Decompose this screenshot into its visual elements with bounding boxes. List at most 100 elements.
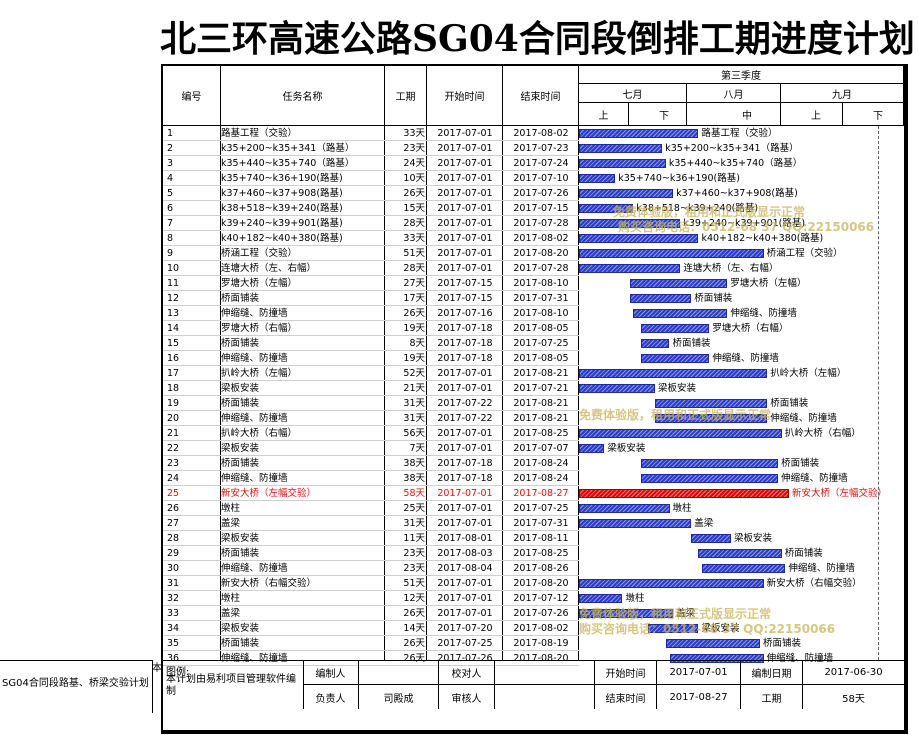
gantt-bar[interactable]: [640, 324, 710, 333]
table-row[interactable]: 14 罗塘大桥（右幅） 19天 2017-07-18 2017-08-05 罗塘大桥（右幅…: [163, 321, 904, 336]
table-row[interactable]: 20 伸缩缝、防撞墙 31天 2017-07-22 2017-08-21 伸缩缝、防撞墙: [163, 411, 904, 426]
table-row[interactable]: 31 新安大桥（右幅交验） 51天 2017-07-01 2017-08-20 新安大桥（…: [163, 576, 904, 591]
table-row[interactable]: 25 新安大桥（左幅交验） 58天 2017-07-01 2017-08-27 新安大桥（…: [163, 486, 904, 501]
gantt-bar[interactable]: [579, 519, 692, 528]
gantt-bar[interactable]: [629, 279, 728, 288]
table-row[interactable]: 24 伸缩缝、防撞墙 38天 2017-07-18 2017-08-24 伸缩缝、防撞墙: [163, 471, 904, 486]
owner-value: 司殿成: [359, 685, 439, 709]
gantt-bar[interactable]: [579, 609, 674, 618]
watermark: 免费体验版，租用和正式版显示正常: [613, 205, 806, 219]
task-start: 2017-07-18: [437, 323, 493, 334]
table-row[interactable]: 5 k37+460~k37+908(路基) 26天 2017-07-01 2017-07…: [163, 186, 904, 201]
gantt-bar[interactable]: [579, 444, 605, 453]
gantt-bar[interactable]: [579, 129, 699, 138]
table-row[interactable]: 23 桥面铺装 38天 2017-07-18 2017-08-24 桥面铺装: [163, 456, 904, 471]
task-name: 盖梁: [221, 608, 241, 619]
task-id: 13: [167, 308, 180, 319]
task-start: 2017-07-01: [437, 248, 493, 259]
gantt-bar[interactable]: [640, 354, 710, 363]
gantt-bar[interactable]: [579, 174, 616, 183]
gantt-bar[interactable]: [579, 429, 782, 438]
table-row[interactable]: 32 墩柱 12天 2017-07-01 2017-07-12 墩柱: [163, 591, 904, 606]
table-row[interactable]: 16 伸缩缝、防撞墙 19天 2017-07-18 2017-08-05 伸缩缝、防撞墙: [163, 351, 904, 366]
task-name: k39+240~k39+901(路基): [221, 218, 343, 229]
header-period-5: 下: [843, 103, 904, 126]
table-row[interactable]: 9 桥涵工程（交验） 51天 2017-07-01 2017-08-20 桥涵工程（交验）: [163, 246, 904, 261]
table-row[interactable]: 27 盖梁 31天 2017-07-01 2017-07-31 盖梁: [163, 516, 904, 531]
table-row[interactable]: 22 梁板安装 7天 2017-07-01 2017-07-07 梁板安装: [163, 441, 904, 456]
gantt-bar[interactable]: [579, 159, 666, 168]
table-row[interactable]: 10 连塘大桥（左、右幅） 28天 2017-07-01 2017-07-28 连塘大桥（…: [163, 261, 904, 276]
gantt-bar[interactable]: [698, 549, 782, 558]
table-row[interactable]: 3 k35+440~k35+740（路基） 24天 2017-07-01 2017-07…: [163, 156, 904, 171]
task-id: 19: [167, 398, 180, 409]
task-duration: 31天: [403, 518, 425, 529]
table-row[interactable]: 34 梁板安装 14天 2017-07-20 2017-08-02 梁板安装: [163, 621, 904, 636]
gantt-bar-label: 桥面铺装: [770, 398, 809, 409]
gantt-bar[interactable]: [579, 369, 768, 378]
table-row[interactable]: 2 k35+200~k35+341（路基） 23天 2017-07-01 2017-07…: [163, 141, 904, 156]
table-row[interactable]: 13 伸缩缝、防撞墙 26天 2017-07-16 2017-08-10 伸缩缝、防撞墙: [163, 306, 904, 321]
gantt-bar-label: 罗塘大桥（左幅）: [730, 278, 807, 289]
header-month-7: 七月: [579, 84, 687, 103]
task-duration: 23天: [403, 143, 425, 154]
table-row[interactable]: 7 k39+240~k39+901(路基) 28天 2017-07-01 2017-07…: [163, 216, 904, 231]
table-row[interactable]: 12 桥面铺装 17天 2017-07-15 2017-07-31 桥面铺装: [163, 291, 904, 306]
table-row[interactable]: 6 k38+518~k39+240(路基) 15天 2017-07-01 2017-07…: [163, 201, 904, 216]
gantt-bar[interactable]: [669, 654, 764, 663]
task-id: 14: [167, 323, 180, 334]
gantt-bar[interactable]: [579, 204, 634, 213]
grid-line: [384, 126, 385, 660]
task-id: 28: [167, 533, 180, 544]
gantt-bar[interactable]: [579, 249, 764, 258]
gantt-bar[interactable]: [579, 504, 670, 513]
table-row[interactable]: 33 盖梁 26天 2017-07-01 2017-07-26 盖梁: [163, 606, 904, 621]
task-duration: 51天: [403, 578, 425, 589]
gantt-bar[interactable]: [579, 264, 681, 273]
table-row[interactable]: 36 伸缩缝、防撞墙 26天 2017-07-26 2017-08-20 伸缩缝、防撞墙: [163, 651, 904, 666]
gantt-bar[interactable]: [647, 624, 699, 633]
gantt-bar[interactable]: [629, 294, 692, 303]
table-row[interactable]: 26 墩柱 25天 2017-07-01 2017-07-25 墩柱: [163, 501, 904, 516]
table-row[interactable]: 29 桥面铺装 23天 2017-08-03 2017-08-25 桥面铺装: [163, 546, 904, 561]
table-row[interactable]: 19 桥面铺装 31天 2017-07-22 2017-08-21 桥面铺装: [163, 396, 904, 411]
task-start: 2017-07-01: [437, 263, 493, 274]
table-row[interactable]: 21 扒岭大桥（右幅） 56天 2017-07-01 2017-08-25 扒岭大桥（右幅…: [163, 426, 904, 441]
gantt-bar[interactable]: [579, 219, 681, 228]
gantt-bar[interactable]: [579, 489, 789, 498]
gantt-bar[interactable]: [691, 534, 732, 543]
table-row[interactable]: 28 梁板安装 11天 2017-08-01 2017-08-11 梁板安装: [163, 531, 904, 546]
table-row[interactable]: 4 k35+740~k36+190(路基) 10天 2017-07-01 2017-07…: [163, 171, 904, 186]
gantt-bar[interactable]: [579, 234, 699, 243]
gantt-bar[interactable]: [579, 189, 674, 198]
gantt-bar[interactable]: [579, 594, 623, 603]
task-name: 桥面铺装: [221, 398, 260, 409]
gantt-bar[interactable]: [655, 399, 768, 408]
table-row[interactable]: 1 路基工程（交验） 33天 2017-07-01 2017-08-02 路基工程（交验）: [163, 126, 904, 141]
table-row[interactable]: 11 罗塘大桥（左幅） 27天 2017-07-15 2017-08-10 罗塘大桥（左幅…: [163, 276, 904, 291]
gantt-bar[interactable]: [655, 414, 768, 423]
task-start: 2017-07-01: [437, 188, 493, 199]
gantt-bar-label: k40+182~k40+380(路基): [701, 233, 824, 244]
gantt-bar[interactable]: [640, 339, 670, 348]
task-end: 2017-07-26: [513, 608, 569, 619]
task-end: 2017-07-24: [513, 158, 569, 169]
task-id: 29: [167, 548, 180, 559]
task-end: 2017-07-31: [513, 293, 569, 304]
task-duration: 25天: [403, 503, 425, 514]
gantt-bar[interactable]: [702, 564, 786, 573]
gantt-bar[interactable]: [579, 144, 663, 153]
gantt-bar[interactable]: [665, 639, 760, 648]
task-duration: 33天: [403, 233, 425, 244]
table-row[interactable]: 35 桥面铺装 26天 2017-07-25 2017-08-19 桥面铺装: [163, 636, 904, 651]
gantt-bar[interactable]: [640, 474, 779, 483]
table-row[interactable]: 17 扒岭大桥（左幅） 52天 2017-07-01 2017-08-21 扒岭大桥（左幅…: [163, 366, 904, 381]
gantt-bar[interactable]: [640, 459, 779, 468]
gantt-bar[interactable]: [633, 309, 728, 318]
table-row[interactable]: 18 梁板安装 21天 2017-07-01 2017-07-21 梁板安装: [163, 381, 904, 396]
table-row[interactable]: 8 k40+182~k40+380(路基) 33天 2017-07-01 2017-08…: [163, 231, 904, 246]
table-row[interactable]: 15 桥面铺装 8天 2017-07-18 2017-07-25 桥面铺装: [163, 336, 904, 351]
gantt-bar[interactable]: [579, 384, 656, 393]
gantt-bar[interactable]: [579, 579, 764, 588]
table-row[interactable]: 30 伸缩缝、防撞墙 23天 2017-08-04 2017-08-26 伸缩缝、防撞墙: [163, 561, 904, 576]
